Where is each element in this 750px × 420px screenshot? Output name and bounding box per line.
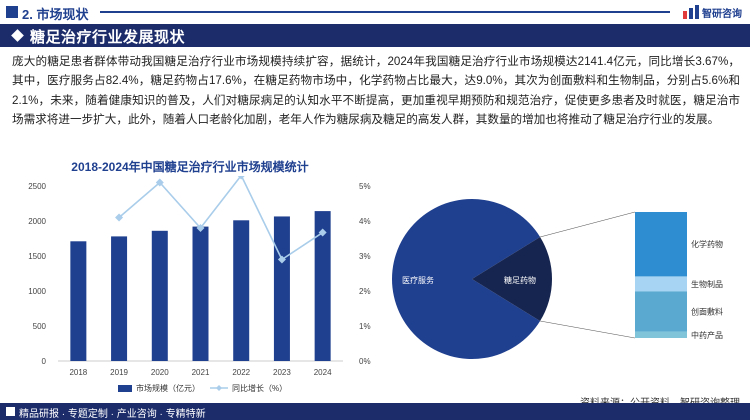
breakdown-label: 中药产品 bbox=[691, 330, 723, 340]
breakdown-segment-3 bbox=[635, 331, 687, 338]
breakdown-segment-2 bbox=[635, 291, 687, 332]
footer-bar: 精品研报 · 专题定制 · 产业咨询 · 专精特新 bbox=[0, 403, 750, 420]
pie-slice-drug bbox=[472, 236, 552, 322]
breakdown-label: 创面敷料 bbox=[691, 307, 723, 317]
page-title: 糖足治疗行业发展现状 bbox=[30, 29, 186, 46]
left-axis-tick: 2500 bbox=[28, 182, 46, 191]
section-header: 2. 市场现状 智研咨询 bbox=[0, 0, 750, 24]
right-axis-tick: 4% bbox=[359, 217, 371, 226]
right-axis-tick: 1% bbox=[359, 322, 371, 331]
logo-icon bbox=[683, 5, 699, 19]
diamond-icon bbox=[11, 29, 24, 42]
left-axis-tick: 0 bbox=[42, 357, 47, 366]
footer-marker bbox=[6, 407, 15, 416]
bar-2020 bbox=[151, 230, 168, 361]
bar-2018 bbox=[70, 241, 87, 361]
x-axis-tick: 2020 bbox=[151, 368, 169, 377]
left-axis-tick: 2000 bbox=[28, 217, 46, 226]
growth-point-2022 bbox=[237, 176, 245, 180]
pie-slice-medical-service bbox=[392, 199, 541, 359]
pie-label-drug: 糖足药物 bbox=[504, 275, 536, 285]
pie-label-medical-service: 医疗服务 bbox=[402, 275, 434, 285]
legend-bar-label: 市场规模（亿元） bbox=[136, 383, 200, 393]
right-axis-tick: 3% bbox=[359, 252, 371, 261]
breakdown-segment-0 bbox=[635, 212, 687, 277]
growth-point-2024 bbox=[318, 228, 327, 237]
connector-bottom bbox=[540, 320, 636, 339]
right-axis-tick: 0% bbox=[359, 357, 371, 366]
footer-text: 精品研报 · 专题定制 · 产业咨询 · 专精特新 bbox=[19, 409, 206, 420]
title-banner: 糖足治疗行业发展现状 bbox=[0, 24, 750, 47]
legend-line-marker bbox=[216, 385, 222, 391]
market-size-chart: 0 500 1000 1500 2000 2500 0% 1% 2% 3% 4% 5% 2018 2019… bbox=[28, 176, 371, 393]
x-axis-tick: 2022 bbox=[232, 368, 250, 377]
breakdown-label: 化学药物 bbox=[691, 239, 723, 249]
right-axis-tick: 2% bbox=[359, 287, 371, 296]
growth-point-2019 bbox=[115, 213, 124, 222]
x-axis-tick: 2018 bbox=[69, 368, 87, 377]
section-marker bbox=[6, 6, 18, 18]
x-axis-tick: 2019 bbox=[110, 368, 128, 377]
legend-line-label: 同比增长（%） bbox=[232, 383, 287, 393]
growth-point-2020 bbox=[155, 178, 164, 187]
growth-point-2021 bbox=[196, 224, 205, 232]
x-axis-tick: 2023 bbox=[273, 368, 291, 377]
bar-2023 bbox=[273, 216, 290, 361]
breakdown-segment-1 bbox=[635, 276, 687, 292]
header-rule bbox=[100, 11, 670, 13]
growth-point-2023 bbox=[277, 255, 286, 264]
bar-2022 bbox=[233, 220, 250, 361]
bar-2024 bbox=[314, 211, 331, 361]
left-axis-tick: 1000 bbox=[28, 287, 46, 296]
legend-bar-swatch bbox=[118, 385, 132, 392]
x-axis-tick: 2024 bbox=[314, 368, 332, 377]
connector-top bbox=[540, 211, 636, 238]
right-axis-tick: 5% bbox=[359, 182, 371, 191]
brand-logo: 智研咨询 bbox=[683, 3, 742, 21]
left-axis-tick: 1500 bbox=[28, 252, 46, 261]
logo-text: 智研咨询 bbox=[702, 8, 742, 20]
bar-2019 bbox=[111, 236, 128, 361]
breakdown-label: 生物制品 bbox=[691, 279, 723, 289]
x-axis-tick: 2021 bbox=[192, 368, 210, 377]
bar-chart-title: 2018-2024年中国糖足治疗行业市场规模统计 bbox=[71, 160, 309, 174]
growth-line bbox=[118, 176, 324, 261]
section-title: 2. 市场现状 bbox=[22, 7, 89, 22]
body-paragraph: 庞大的糖足患者群体带动我国糖足治疗行业市场规模持续扩容，据统计，2024年我国糖… bbox=[12, 55, 740, 127]
left-axis-tick: 500 bbox=[33, 322, 47, 331]
bar-2021 bbox=[192, 226, 209, 361]
